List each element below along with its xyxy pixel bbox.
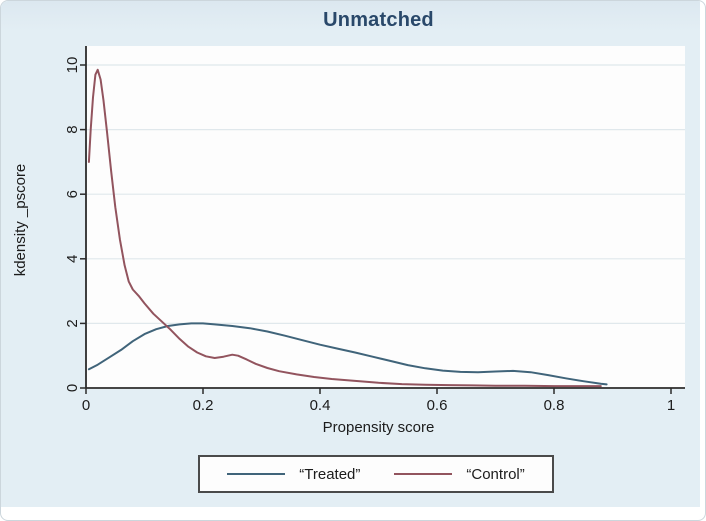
graph-background: Unmatched kdensity _pscore 0 2 4 6 8 10 0 0.2 0.… (1, 1, 700, 507)
control-curve (87, 68, 602, 388)
x-tick-label: 1 (667, 397, 675, 414)
legend-entry-control: “Control” (394, 465, 525, 483)
y-tick-label: 6 (64, 190, 81, 198)
plot-area: 0 2 4 6 8 10 0 0.2 0.4 0.6 0.8 1 (64, 46, 685, 414)
chart-title: Unmatched (323, 9, 434, 31)
legend-entry-treated: “Treated” (227, 466, 360, 483)
x-axis-title: Propensity score (322, 419, 435, 436)
legend: “Treated” “Control” (198, 455, 554, 493)
control-line-swatch (394, 473, 453, 475)
treated-curve (87, 322, 608, 386)
x-tick-label: 0.6 (427, 397, 448, 414)
y-tick-label: 4 (64, 255, 81, 263)
x-tick-label: 0.8 (544, 397, 565, 414)
y-tick-label: 2 (64, 319, 81, 327)
x-tick-label: 0.4 (310, 397, 331, 414)
y-tick-label: 8 (64, 125, 81, 133)
legend-label-control: “Control” (466, 465, 525, 483)
y-tick-label: 10 (64, 57, 81, 74)
x-tick-label: 0 (82, 397, 90, 414)
x-tick-label: 0.2 (193, 397, 214, 414)
treated-line-swatch (227, 473, 286, 475)
legend-label-treated: “Treated” (299, 465, 361, 483)
y-tick-label: 0 (64, 384, 81, 392)
plot-background (86, 46, 685, 389)
